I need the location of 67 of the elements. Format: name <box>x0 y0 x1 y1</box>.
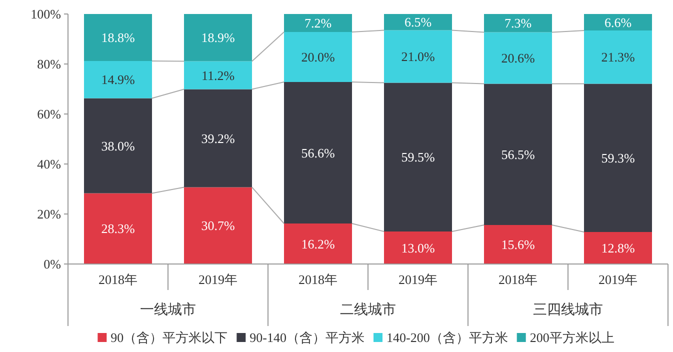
x-tick-label: 2019年 <box>398 272 438 287</box>
legend-label: 140-200（含）平方米 <box>386 330 508 345</box>
bar <box>584 14 652 30</box>
bar <box>184 89 252 188</box>
data-label: 59.5% <box>401 150 435 165</box>
data-label: 7.3% <box>504 16 532 31</box>
data-label: 18.8% <box>101 30 135 45</box>
data-label: 38.0% <box>101 138 135 154</box>
text: 三四线城市 <box>533 302 603 318</box>
bar <box>584 30 652 84</box>
data-label: 56.5% <box>501 146 535 162</box>
bar <box>84 14 152 61</box>
bar <box>84 61 152 98</box>
bar <box>184 14 252 62</box>
bar <box>484 84 552 225</box>
text: 一线城市 <box>140 302 196 318</box>
data-label: 16.2% <box>301 236 335 252</box>
data-label: 14.9% <box>101 72 135 88</box>
bar <box>384 30 452 83</box>
bar <box>84 193 152 264</box>
y-tick-label: 40% <box>37 156 62 172</box>
legend-label: 90（含）平方米以下 <box>110 330 228 345</box>
bar <box>384 82 452 232</box>
x-tick-label: 2019年 <box>598 272 638 287</box>
y-tick-label: 20% <box>37 206 62 222</box>
legend-label: 90-140（含）平方米 <box>250 330 364 345</box>
data-label: 7.2% <box>304 16 332 30</box>
y-tick-label: 80% <box>37 56 62 72</box>
y-tick-label: 100% <box>30 6 62 22</box>
data-label: 20.6% <box>501 50 535 66</box>
bar <box>184 187 252 264</box>
bar <box>584 232 652 264</box>
bar <box>284 224 352 264</box>
legend-label: 200平方米以上 <box>530 330 614 345</box>
data-label: 30.7% <box>201 218 235 234</box>
data-label: 28.3% <box>101 221 135 236</box>
data-label: 18.9% <box>201 30 235 46</box>
data-label: 39.2% <box>201 130 235 146</box>
data-label: 15.6% <box>501 237 535 252</box>
data-label: 21.0% <box>401 49 435 64</box>
x-tick-label: 2019年 <box>198 272 238 287</box>
bar <box>584 84 652 232</box>
y-tick-label: 0% <box>44 256 62 272</box>
data-label: 6.6% <box>604 14 632 30</box>
x-tick-label: 2018年 <box>298 272 338 287</box>
x-tick-label: 2018年 <box>498 272 538 287</box>
data-label: 13.0% <box>401 240 435 256</box>
data-label: 56.6% <box>301 145 335 160</box>
data-label: 12.8% <box>601 240 635 256</box>
bar <box>184 61 252 90</box>
data-label: 11.2% <box>201 68 235 83</box>
bar <box>84 98 152 194</box>
text: 二线城市 <box>340 302 396 318</box>
data-label: 59.3% <box>601 150 635 166</box>
data-label: 6.5% <box>404 14 432 30</box>
data-label: 21.3% <box>601 50 635 65</box>
bar <box>484 14 552 32</box>
x-tick-label: 2018年 <box>98 272 138 287</box>
y-tick-label: 60% <box>37 106 62 122</box>
bar <box>484 225 552 264</box>
data-label: 20.0% <box>301 50 335 64</box>
bar <box>284 14 352 32</box>
bar <box>284 82 352 224</box>
bar <box>484 32 552 84</box>
bar <box>284 32 352 82</box>
bar <box>384 232 452 264</box>
bar <box>384 14 452 30</box>
